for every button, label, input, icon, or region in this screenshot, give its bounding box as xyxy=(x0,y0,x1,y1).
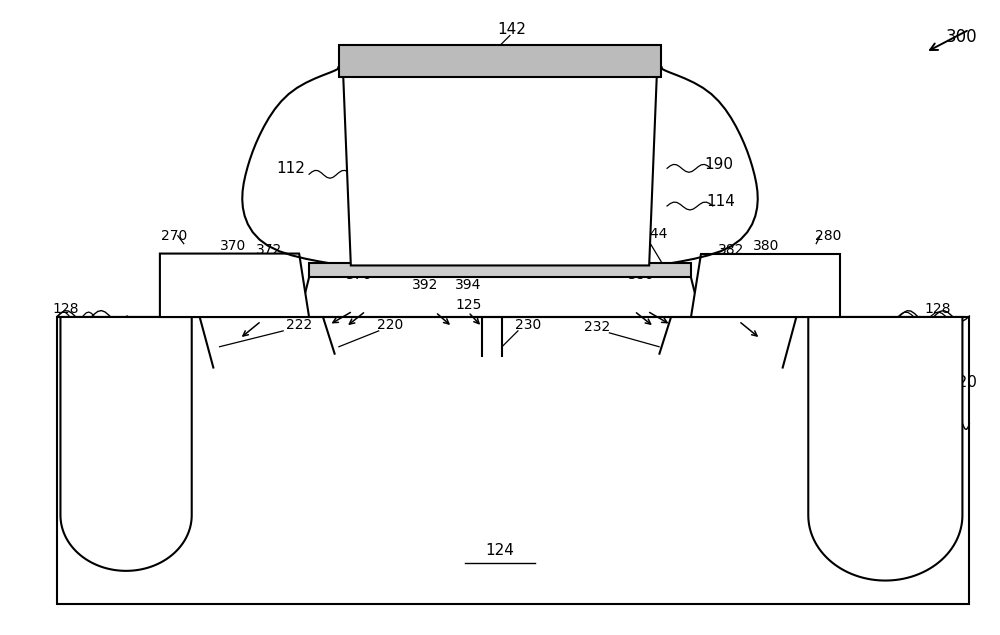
Text: 370: 370 xyxy=(220,239,247,253)
Polygon shape xyxy=(808,317,962,580)
Text: 124: 124 xyxy=(486,544,514,558)
Text: 392: 392 xyxy=(412,278,439,292)
Polygon shape xyxy=(160,253,309,317)
Text: 130: 130 xyxy=(863,407,889,421)
Text: 386: 386 xyxy=(628,269,654,283)
Text: 125: 125 xyxy=(455,298,481,312)
Text: 128: 128 xyxy=(924,302,951,316)
Text: 394: 394 xyxy=(455,278,481,292)
Text: 374: 374 xyxy=(256,282,282,297)
Polygon shape xyxy=(691,253,840,317)
Text: 142: 142 xyxy=(497,22,526,37)
Text: 114: 114 xyxy=(706,194,735,208)
Bar xyxy=(339,45,661,77)
Text: 372: 372 xyxy=(256,243,282,257)
Text: 190: 190 xyxy=(704,157,733,172)
Text: 270: 270 xyxy=(161,229,187,243)
Text: 144: 144 xyxy=(641,227,667,241)
Text: 382: 382 xyxy=(718,243,744,257)
Text: 380: 380 xyxy=(753,239,780,253)
Text: 128: 128 xyxy=(52,302,79,316)
Text: 384: 384 xyxy=(716,284,742,298)
Text: W2: W2 xyxy=(489,264,511,277)
Polygon shape xyxy=(57,317,969,605)
Text: T5: T5 xyxy=(763,278,780,292)
Text: 130: 130 xyxy=(111,407,137,421)
Text: 230: 230 xyxy=(515,318,541,332)
Text: 112: 112 xyxy=(277,161,306,176)
Text: W1: W1 xyxy=(486,172,514,190)
Text: 222: 222 xyxy=(286,318,312,332)
Text: T4: T4 xyxy=(232,278,249,292)
Text: 220: 220 xyxy=(377,318,404,332)
Text: 232: 232 xyxy=(584,320,611,334)
Text: 120: 120 xyxy=(948,375,977,390)
Text: 300: 300 xyxy=(946,27,977,46)
Bar xyxy=(309,264,691,277)
Text: 280: 280 xyxy=(815,229,841,243)
Polygon shape xyxy=(343,67,657,265)
Text: 376: 376 xyxy=(346,269,372,283)
Polygon shape xyxy=(60,317,192,571)
